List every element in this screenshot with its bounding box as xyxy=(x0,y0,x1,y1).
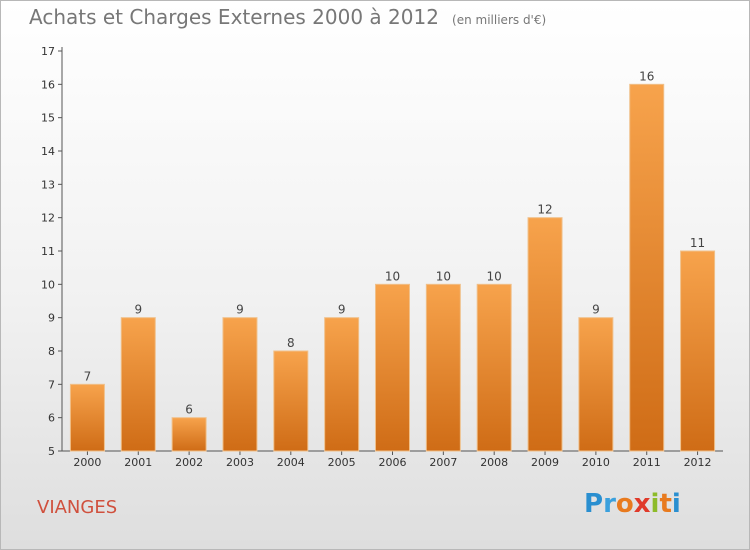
y-tick-label: 17 xyxy=(41,45,55,58)
bar-value-label: 9 xyxy=(338,303,346,317)
bar-value-label: 9 xyxy=(236,303,244,317)
x-tick-label: 2004 xyxy=(277,456,305,469)
x-tick-label: 2001 xyxy=(124,456,152,469)
proxiti-logo[interactable]: Proxiti xyxy=(584,489,681,519)
y-tick-label: 14 xyxy=(41,145,55,158)
labels: 7 9 6 9 8 9 10 10 10 12 9 16 11 xyxy=(84,69,706,416)
bar-value-label: 7 xyxy=(84,369,92,383)
bar-value-label: 11 xyxy=(690,236,705,250)
bar-value-label: 9 xyxy=(592,303,600,317)
commune-name: VIANGES xyxy=(37,497,118,518)
bar xyxy=(171,417,207,452)
logo-letter: x xyxy=(633,489,651,519)
bar xyxy=(425,283,461,452)
bar xyxy=(324,317,360,452)
y-tick-label: 7 xyxy=(48,378,55,391)
x-tick-label: 2003 xyxy=(226,456,254,469)
y-tick-label: 11 xyxy=(41,245,55,258)
x-tick-label: 2009 xyxy=(531,456,559,469)
chart-unit: (en milliers d'€) xyxy=(452,13,547,27)
bar xyxy=(680,250,716,452)
bar xyxy=(476,283,512,452)
y-tick-label: 6 xyxy=(48,412,55,425)
bar-value-label: 8 xyxy=(287,336,295,350)
logo-letter: i xyxy=(650,489,660,519)
bar-value-label: 6 xyxy=(185,403,193,417)
y-tick-label: 12 xyxy=(41,212,55,225)
bar xyxy=(120,317,156,452)
bar xyxy=(69,383,105,452)
bar xyxy=(578,317,614,452)
x-tick-label: 2000 xyxy=(73,456,101,469)
y-tick-label: 8 xyxy=(48,345,55,358)
x-tick-label: 2002 xyxy=(175,456,203,469)
title-row: Achats et Charges Externes 2000 à 2012 (… xyxy=(29,5,546,29)
y-tick-label: 13 xyxy=(41,178,55,191)
x-tick-label: 2008 xyxy=(480,456,508,469)
bar-value-label: 10 xyxy=(436,269,451,283)
bar xyxy=(629,83,665,452)
logo-letter: i xyxy=(671,489,681,519)
bar-value-label: 10 xyxy=(487,269,502,283)
bar xyxy=(222,317,258,452)
bar xyxy=(527,217,563,452)
bar xyxy=(375,283,410,452)
bar xyxy=(273,350,309,452)
x-tick-label: 2010 xyxy=(582,456,610,469)
bar-value-label: 10 xyxy=(385,269,400,283)
logo-letter: t xyxy=(659,489,672,519)
x-tick-label: 2005 xyxy=(328,456,356,469)
axes: 5 6 7 8 9 10 11 12 13 14 15 16 17 2000 2001 2002 2003 200… xyxy=(41,45,723,469)
x-tick-label: 2011 xyxy=(633,456,661,469)
logo-letter: P xyxy=(584,489,604,519)
x-tick-label: 2012 xyxy=(684,456,712,469)
bar-value-label: 16 xyxy=(639,69,654,83)
bar-value-label: 9 xyxy=(134,303,142,317)
y-tick-label: 15 xyxy=(41,112,55,125)
bar-value-label: 12 xyxy=(537,203,552,217)
y-tick-label: 5 xyxy=(48,445,55,458)
logo-letter: o xyxy=(615,489,634,519)
x-tick-label: 2006 xyxy=(379,456,407,469)
logo-letter: r xyxy=(603,489,616,519)
x-tick-label: 2007 xyxy=(429,456,457,469)
bars xyxy=(69,83,716,452)
y-tick-label: 16 xyxy=(41,78,55,91)
y-tick-label: 9 xyxy=(48,312,55,325)
chart-title: Achats et Charges Externes 2000 à 2012 xyxy=(29,5,439,29)
y-tick-label: 10 xyxy=(41,278,55,291)
